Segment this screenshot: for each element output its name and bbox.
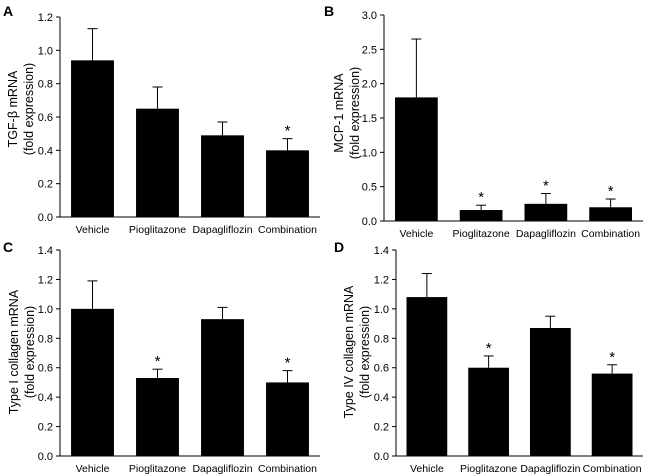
y-tick-label: 1.0 <box>38 304 53 316</box>
bar <box>136 378 179 456</box>
category-label: Combination <box>258 463 317 474</box>
y-tick-label: 2.0 <box>362 79 377 91</box>
y-tick-label: 0.4 <box>38 145 53 157</box>
y-tick-label: 1.4 <box>374 245 389 257</box>
category-label: Dapagliflozin <box>192 463 252 474</box>
category-label: Combination <box>583 463 642 474</box>
significance-marker: * <box>543 178 549 195</box>
y-tick-label: 0.0 <box>362 216 377 228</box>
bar <box>201 135 244 217</box>
y-tick-label: 2.5 <box>362 44 377 56</box>
y-tick-label: 0.8 <box>374 333 389 345</box>
panel-c: C Type I collagen mRNA (fold expression)… <box>0 237 323 474</box>
panel-d: D Type IV collagen mRNA (fold expression… <box>323 237 646 474</box>
y-tick-label: 1.5 <box>362 113 377 125</box>
bar <box>468 367 510 456</box>
bar <box>71 60 114 218</box>
panel-letter-d: D <box>334 239 345 255</box>
category-label: Vehicle <box>399 228 433 240</box>
category-label: Vehicle <box>76 224 110 236</box>
y-tick-label: 0.2 <box>38 179 53 191</box>
y-tick-label: 0.6 <box>374 363 389 375</box>
significance-marker: * <box>608 183 614 200</box>
category-label: Dapagliflozin <box>516 228 576 240</box>
bar <box>266 150 309 217</box>
bar <box>406 297 448 456</box>
category-label: Pioglitazone <box>129 463 186 474</box>
chart-c: 0.0 0.2 0.4 0.6 0.8 1.0 1.2 1.4 Vehicle * Pioglita… <box>38 245 320 474</box>
y-tick-label: 0.8 <box>38 79 53 91</box>
category-label: Dapagliflozin <box>520 463 580 474</box>
category-label: Pioglitazone <box>129 224 186 236</box>
bar <box>71 308 114 456</box>
bar <box>266 382 309 456</box>
bar <box>201 319 244 456</box>
y-tick-label: 0.0 <box>38 212 53 224</box>
y-tick-label: 0.4 <box>38 392 53 404</box>
significance-marker: * <box>285 123 291 140</box>
y-tick-label: 3.0 <box>362 10 377 22</box>
significance-marker: * <box>478 189 484 206</box>
y-tick-label: 1.0 <box>38 45 53 57</box>
significance-marker: * <box>486 340 492 357</box>
category-label: Vehicle <box>76 463 110 474</box>
significance-marker: * <box>285 355 291 372</box>
y-tick-label: 1.2 <box>374 274 389 286</box>
y-tick-label: 0.2 <box>374 422 389 434</box>
bar <box>529 327 571 456</box>
y-tick-label: 0.6 <box>38 363 53 375</box>
y-tick-label: 0.8 <box>38 333 53 345</box>
significance-marker: * <box>609 349 615 366</box>
bar <box>589 207 632 221</box>
y-tick-label: 1.2 <box>38 274 53 286</box>
panel-letter-a: A <box>3 3 14 19</box>
y-tick-label: 0.0 <box>374 451 389 463</box>
category-label: Pioglitazone <box>453 228 510 240</box>
y-tick-label: 0.2 <box>38 422 53 434</box>
category-label: Combination <box>581 228 640 240</box>
y-tick-label: 0.6 <box>38 112 53 124</box>
panel-letter-c: C <box>3 239 14 255</box>
y-tick-label: 0.0 <box>38 451 53 463</box>
chart-b: 0.0 0.5 1.0 1.5 2.0 2.5 3.0 Vehicle * Pioglitazon… <box>362 10 643 240</box>
y-tick-label: 1.4 <box>38 245 53 257</box>
category-label: Combination <box>258 224 317 236</box>
panel-a: A TGF-β mRNA (fold expression) 0.0 0.2 0.4… <box>0 0 323 237</box>
bar <box>395 97 438 221</box>
chart-d: 0.0 0.2 0.4 0.6 0.8 1.0 1.2 1.4 Vehicle * Pioglita… <box>374 245 643 474</box>
bar <box>591 373 633 456</box>
significance-marker: * <box>155 353 161 370</box>
bar <box>136 108 179 217</box>
panel-letter-b: B <box>324 3 335 19</box>
category-label: Dapagliflozin <box>192 224 252 236</box>
category-label: Vehicle <box>410 463 444 474</box>
bar <box>524 203 568 221</box>
y-tick-label: 1.0 <box>374 304 389 316</box>
panel-b: B MCP-1 mRNA (fold expression) 0.0 0.5 1.0… <box>323 0 646 240</box>
chart-a: 0.0 0.2 0.4 0.6 0.8 1.0 1.2 Vehicle Pioglitazone… <box>38 12 320 236</box>
y-tick-label: 0.4 <box>374 392 389 404</box>
y-tick-label: 1.0 <box>362 147 377 159</box>
category-label: Pioglitazone <box>460 463 517 474</box>
y-tick-label: 0.5 <box>362 182 377 194</box>
bar <box>459 210 503 221</box>
y-tick-label: 1.2 <box>38 12 53 24</box>
